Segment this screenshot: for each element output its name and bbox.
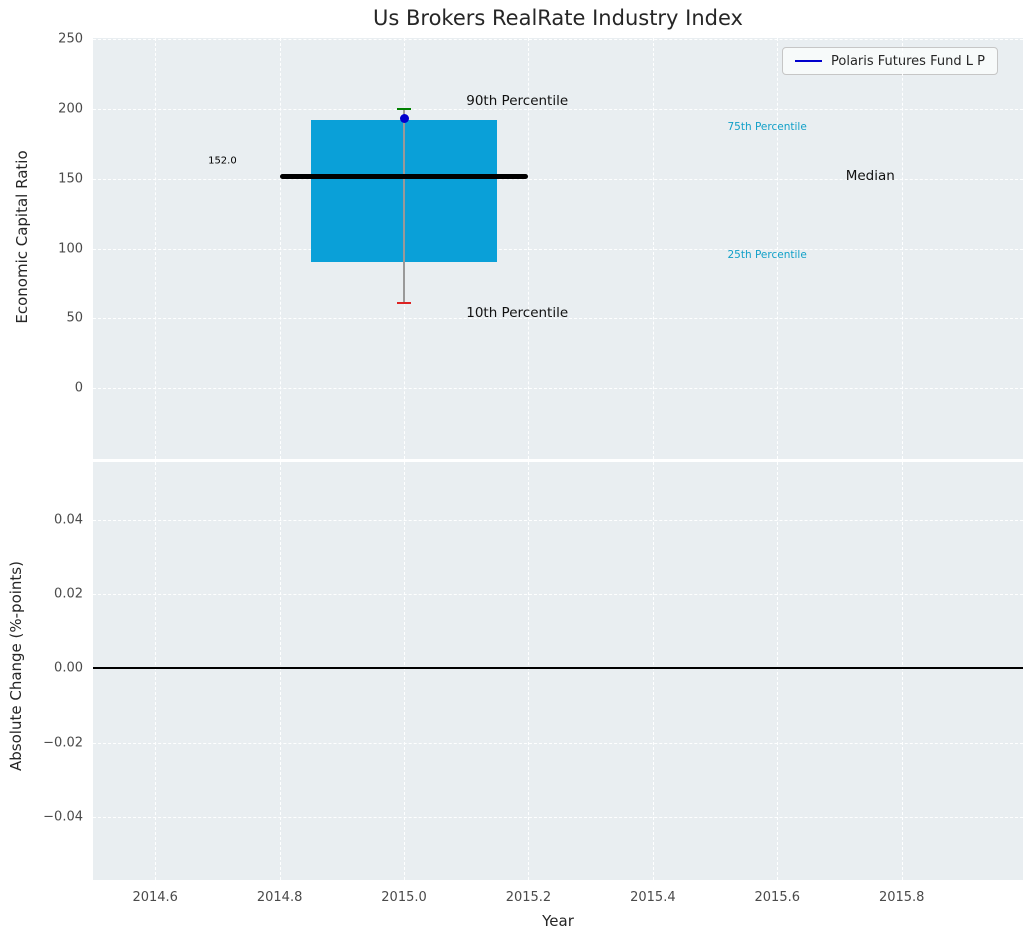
annotation-p75-label: 75th Percentile — [727, 121, 807, 134]
x-axis-label: Year — [542, 912, 574, 930]
x-tick-label: 2014.8 — [256, 890, 303, 905]
gridline-vertical — [777, 462, 779, 880]
x-tick-label: 2015.6 — [754, 890, 801, 905]
y-tick-label: 50 — [66, 310, 83, 326]
gridline-horizontal — [93, 318, 1023, 320]
y-tick-label: 250 — [58, 31, 83, 47]
gridline-horizontal — [93, 248, 1023, 250]
legend-label: Polaris Futures Fund L P — [831, 53, 985, 69]
annotation-p10-label: 10th Percentile — [466, 304, 569, 321]
gridline-vertical — [404, 462, 406, 880]
gridline-vertical — [528, 462, 530, 880]
y-tick-label: 100 — [58, 241, 83, 256]
legend: Polaris Futures Fund L P — [782, 47, 998, 75]
whisker-line — [403, 109, 405, 303]
x-tick-label: 2015.0 — [381, 890, 427, 905]
gridline-vertical — [901, 462, 903, 880]
x-tick-label: 2015.4 — [630, 890, 676, 905]
bottom-plot-area — [93, 462, 1023, 880]
y-tick-label: −0.04 — [43, 809, 83, 825]
y-tick-label: 0.04 — [54, 512, 83, 528]
gridline-vertical — [155, 462, 157, 880]
annotation-p90-label: 90th Percentile — [466, 92, 569, 109]
chart-title: Us Brokers RealRate Industry Index — [373, 6, 743, 30]
gridline-horizontal — [93, 816, 1023, 818]
zero-line — [93, 667, 1023, 669]
gridline-horizontal — [93, 519, 1023, 521]
p10-cap — [396, 301, 412, 304]
annotation-median-label: Median — [845, 168, 895, 184]
gridline-horizontal — [93, 742, 1023, 744]
median-line — [279, 173, 529, 179]
annotation-median-value-label: 152.0 — [208, 155, 237, 167]
gridline-horizontal — [93, 593, 1023, 595]
x-tick-label: 2015.2 — [505, 890, 552, 905]
gridline-horizontal — [93, 109, 1023, 111]
y-tick-label: −0.02 — [43, 735, 83, 751]
gridline-horizontal — [93, 39, 1023, 41]
y-tick-label: 0.02 — [54, 586, 83, 602]
y-tick-label: 0 — [74, 380, 83, 396]
legend-line-sample — [795, 60, 822, 62]
gridline-horizontal — [93, 178, 1023, 180]
x-tick-label: 2014.6 — [132, 890, 178, 905]
y-tick-label: 200 — [58, 101, 83, 117]
gridline-vertical — [279, 462, 281, 880]
y-tick-label: 0.00 — [54, 660, 83, 676]
y-tick-label: 150 — [58, 171, 83, 187]
p90-cap — [396, 108, 412, 111]
gridline-horizontal — [93, 387, 1023, 389]
gridline-vertical — [652, 462, 654, 880]
annotation-p25-label: 25th Percentile — [727, 249, 807, 262]
fund-marker — [399, 114, 409, 124]
x-tick-label: 2015.8 — [878, 890, 925, 905]
